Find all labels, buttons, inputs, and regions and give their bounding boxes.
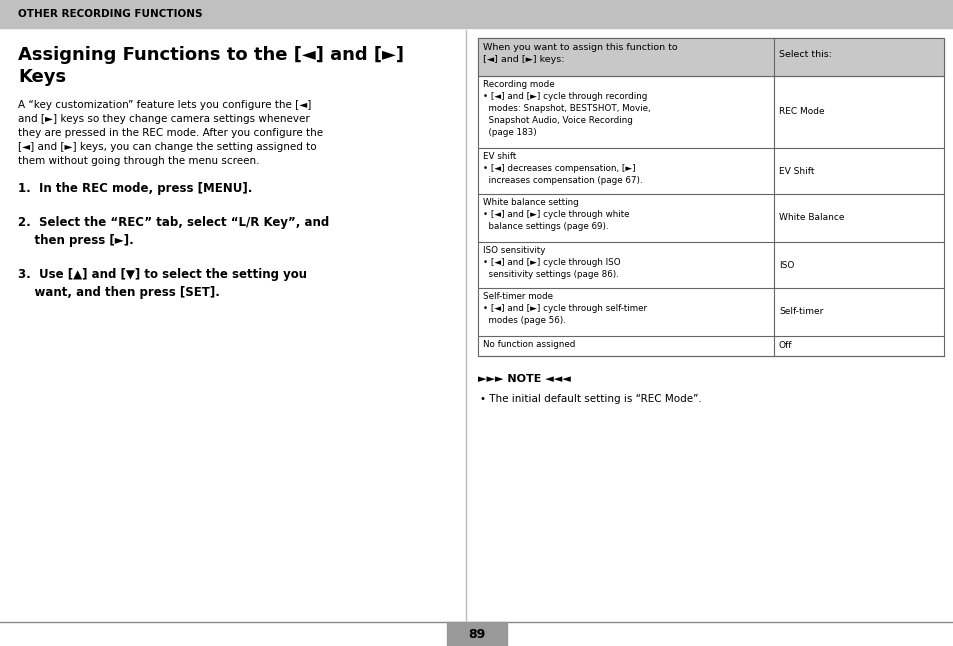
Bar [477, 38, 943, 76]
Bar [447, 622, 506, 646]
Text: • The initial default setting is “REC Mode”.: • The initial default setting is “REC Mo… [479, 394, 701, 404]
Text: then press [►].: then press [►]. [18, 234, 133, 247]
Text: Recording mode
• [◄] and [►] cycle through recording
  modes: Snapshot, BESTSHOT: Recording mode • [◄] and [►] cycle throu… [482, 80, 650, 137]
Bar [477, 38, 943, 356]
Text: No function assigned: No function assigned [482, 340, 575, 349]
Text: ISO sensitivity
• [◄] and [►] cycle through ISO
  sensitivity settings (page 86): ISO sensitivity • [◄] and [►] cycle thro… [482, 246, 620, 279]
Text: EV Shift: EV Shift [778, 167, 814, 176]
Text: REC Mode: REC Mode [778, 107, 823, 116]
Text: A “key customization” feature lets you configure the [◄]
and [►] keys so they ch: A “key customization” feature lets you c… [18, 100, 323, 166]
Bar [0, 0, 953, 28]
Text: Assigning Functions to the [◄] and [►]: Assigning Functions to the [◄] and [►] [18, 46, 403, 64]
Text: 89: 89 [468, 627, 485, 640]
Text: Self-timer: Self-timer [778, 307, 822, 317]
Text: When you want to assign this function to
[◄] and [►] keys:: When you want to assign this function to… [482, 43, 677, 64]
Text: want, and then press [SET].: want, and then press [SET]. [18, 286, 219, 299]
Text: 3.  Use [▲] and [▼] to select the setting you: 3. Use [▲] and [▼] to select the setting… [18, 268, 307, 281]
Text: Self-timer mode
• [◄] and [►] cycle through self-timer
  modes (page 56).: Self-timer mode • [◄] and [►] cycle thro… [482, 292, 646, 325]
Text: White Balance: White Balance [778, 213, 843, 222]
Text: Select this:: Select this: [778, 50, 831, 59]
Text: Keys: Keys [18, 68, 66, 86]
Text: EV shift
• [◄] decreases compensation, [►]
  increases compensation (page 67).: EV shift • [◄] decreases compensation, [… [482, 152, 642, 185]
Text: Off: Off [778, 342, 792, 351]
Text: White balance setting
• [◄] and [►] cycle through white
  balance settings (page: White balance setting • [◄] and [►] cycl… [482, 198, 629, 231]
Text: ISO: ISO [778, 260, 794, 269]
Text: OTHER RECORDING FUNCTIONS: OTHER RECORDING FUNCTIONS [18, 9, 202, 19]
Text: 1.  In the REC mode, press [MENU].: 1. In the REC mode, press [MENU]. [18, 182, 253, 195]
Text: 2.  Select the “REC” tab, select “L/R Key”, and: 2. Select the “REC” tab, select “L/R Key… [18, 216, 329, 229]
Text: ►►► NOTE ◄◄◄: ►►► NOTE ◄◄◄ [477, 374, 570, 384]
